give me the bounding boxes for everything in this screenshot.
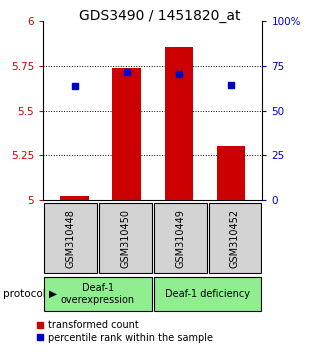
Bar — [99, 203, 152, 273]
Legend: transformed count, percentile rank within the sample: transformed count, percentile rank withi… — [37, 320, 212, 343]
Text: GDS3490 / 1451820_at: GDS3490 / 1451820_at — [79, 9, 241, 23]
Bar — [164, 47, 193, 200]
Bar — [217, 147, 245, 200]
Text: GSM310452: GSM310452 — [230, 209, 240, 268]
Bar — [44, 277, 152, 312]
Bar — [154, 203, 206, 273]
Text: Deaf-1 deficiency: Deaf-1 deficiency — [165, 289, 250, 299]
Text: GSM310448: GSM310448 — [66, 209, 76, 268]
Text: Deaf-1
overexpression: Deaf-1 overexpression — [61, 283, 135, 305]
Text: protocol ▶: protocol ▶ — [3, 289, 57, 299]
Bar — [112, 68, 141, 200]
Bar — [154, 277, 261, 312]
Bar — [44, 203, 97, 273]
Bar — [209, 203, 261, 273]
Text: GSM310450: GSM310450 — [120, 209, 131, 268]
Text: GSM310449: GSM310449 — [175, 209, 185, 268]
Bar — [60, 196, 89, 200]
